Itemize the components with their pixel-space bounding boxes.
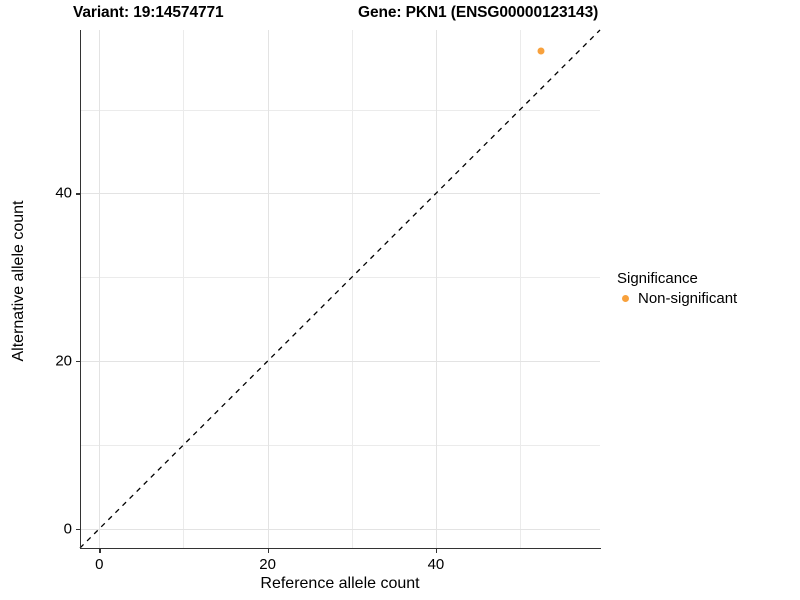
gridline-horizontal <box>80 193 600 195</box>
legend-item[interactable]: Non-significant <box>617 290 797 307</box>
y-axis-label: Alternative allele count <box>10 200 27 362</box>
x-axis-label: Reference allele count <box>260 575 420 592</box>
gridline-vertical <box>99 30 101 548</box>
x-axis-tick-mark <box>267 549 269 553</box>
gridline-vertical <box>435 30 437 548</box>
x-axis-tick-mark <box>435 549 438 553</box>
data-point[interactable] <box>537 47 545 55</box>
y-axis-tick-mark <box>76 193 80 195</box>
gridline-horizontal <box>80 361 600 363</box>
x-axis-tick-label: 40 <box>427 556 445 573</box>
y-axis-line <box>80 30 82 549</box>
gridline-horizontal <box>80 528 600 530</box>
gridlines <box>80 30 600 548</box>
identity-reference-line <box>79 29 601 549</box>
gridline-vertical <box>183 30 185 548</box>
gene-title: Gene: PKN1 (ENSG00000123143) <box>358 4 599 21</box>
gridline-horizontal <box>80 277 600 279</box>
x-axis-tick-label: 20 <box>259 556 276 573</box>
variant-title: Variant: 19:14574771 <box>73 4 224 21</box>
gridline-vertical <box>267 30 269 548</box>
y-axis-tick-label: 20 <box>55 352 72 370</box>
x-axis-tick-mark <box>99 549 101 553</box>
y-axis-tick-mark <box>76 361 80 363</box>
x-axis-line <box>80 548 601 550</box>
y-axis-tick-label: 0 <box>63 520 72 538</box>
y-axis-tick-mark <box>76 528 80 530</box>
gridline-horizontal <box>80 444 600 446</box>
filled-circle-icon <box>617 295 634 302</box>
gridline-vertical <box>520 30 522 548</box>
legend-item-label: Non-significant <box>638 290 738 307</box>
y-axis-ticks: 0 20 40 <box>0 0 80 600</box>
legend-title: Significance <box>617 270 698 287</box>
plot-panel <box>79 29 601 549</box>
gridline-horizontal <box>80 109 600 111</box>
legend-items: Non-significant <box>617 290 797 307</box>
legend-swatch <box>622 295 629 302</box>
x-axis-tick-label: 0 <box>95 556 104 573</box>
gridline-vertical <box>351 30 353 548</box>
legend: Significance Non-significant <box>617 270 797 307</box>
identity-line-segment <box>79 29 601 549</box>
y-axis-tick-label: 40 <box>55 184 72 202</box>
